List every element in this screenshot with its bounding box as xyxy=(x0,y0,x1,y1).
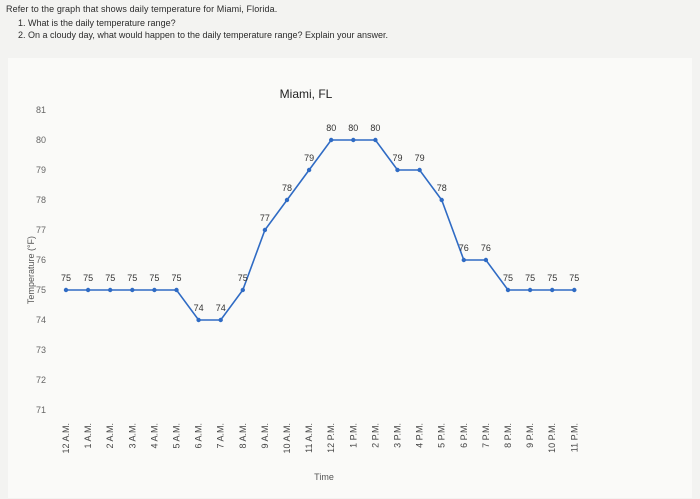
chart-sheet: Miami, FL Temperature (°F) Time 71 72 73 74… xyxy=(8,58,692,498)
data-point xyxy=(174,287,179,293)
x-tick-label: 6 A.M. xyxy=(194,423,204,449)
data-label: 76 xyxy=(481,243,491,253)
data-label: 80 xyxy=(348,123,358,133)
x-tick-label: 3 P.M. xyxy=(393,423,403,448)
x-tick-label: 4 A.M. xyxy=(149,423,159,449)
x-tick-label: 10 P.M. xyxy=(547,423,557,453)
x-tick-label: 11 P.M. xyxy=(569,423,579,452)
x-tick-labels: 12 A.M. 1 A.M. 2 A.M. 3 A.M. 4 A.M. 5 A.M. 6 A… xyxy=(61,423,579,454)
data-label: 75 xyxy=(61,273,71,283)
data-point xyxy=(240,287,245,293)
y-tick-label: 77 xyxy=(36,225,46,235)
data-label: 75 xyxy=(569,273,579,283)
y-tick-label: 80 xyxy=(36,135,46,145)
question-list: 1. What is the daily temperature range? … xyxy=(18,18,696,40)
data-label: 79 xyxy=(392,153,402,163)
x-tick-label: 8 P.M. xyxy=(503,423,513,448)
x-tick-label: 1 P.M. xyxy=(348,423,358,448)
data-label: 77 xyxy=(260,213,270,223)
y-tick-label: 72 xyxy=(36,375,46,385)
data-point xyxy=(130,287,135,293)
data-point xyxy=(306,167,312,173)
data-point xyxy=(63,287,69,293)
data-label: 75 xyxy=(503,273,513,283)
data-label: 75 xyxy=(547,273,557,283)
data-point xyxy=(329,137,334,143)
data-label: 76 xyxy=(459,243,469,253)
data-point xyxy=(373,137,378,143)
data-label: 75 xyxy=(525,273,535,283)
data-point xyxy=(483,257,489,263)
data-point xyxy=(108,287,113,293)
x-tick-label: 3 A.M. xyxy=(127,423,137,449)
x-tick-label: 9 P.M. xyxy=(525,423,535,448)
x-tick-label: 11 A.M. xyxy=(304,423,314,453)
x-tick-label: 10 A.M. xyxy=(282,423,292,454)
data-point xyxy=(196,317,201,323)
x-tick-label: 8 A.M. xyxy=(238,423,248,449)
data-label: 75 xyxy=(171,273,181,283)
x-axis-title: Time xyxy=(314,472,334,482)
data-label: 74 xyxy=(216,303,226,313)
data-point xyxy=(505,287,511,293)
x-tick-label: 9 A.M. xyxy=(260,423,270,449)
data-point xyxy=(572,287,577,293)
data-label: 78 xyxy=(282,183,292,193)
data-label: 75 xyxy=(83,273,93,283)
worksheet-header: Refer to the graph that shows daily temp… xyxy=(6,4,696,42)
data-point xyxy=(351,137,356,143)
data-label: 75 xyxy=(105,273,115,283)
x-tick-label: 1 A.M. xyxy=(83,423,93,449)
y-tick-label: 81 xyxy=(36,105,46,115)
data-point xyxy=(550,287,555,293)
x-tick-label: 2 A.M. xyxy=(105,423,115,449)
data-label: 79 xyxy=(304,153,314,163)
data-label: 75 xyxy=(238,273,248,283)
x-tick-label: 4 P.M. xyxy=(415,423,425,448)
data-point xyxy=(461,257,466,263)
data-points xyxy=(63,137,577,323)
question-1: 1. What is the daily temperature range? xyxy=(18,18,176,28)
data-label: 75 xyxy=(149,273,159,283)
temperature-line-chart: Miami, FL Temperature (°F) Time 71 72 73 74… xyxy=(26,87,579,482)
worksheet-intro: Refer to the graph that shows daily temp… xyxy=(6,4,278,14)
x-tick-label: 7 A.M. xyxy=(216,423,226,449)
temperature-series-line xyxy=(66,139,575,321)
data-label: 74 xyxy=(194,303,204,313)
data-label: 80 xyxy=(370,123,380,133)
x-tick-label: 5 A.M. xyxy=(172,423,182,449)
y-tick-label: 78 xyxy=(36,195,46,205)
data-point xyxy=(417,167,422,173)
question-2: 2. On a cloudy day, what would happen to… xyxy=(18,30,389,40)
y-tick-label: 79 xyxy=(36,165,46,175)
data-point xyxy=(439,197,444,203)
x-tick-label: 12 P.M. xyxy=(326,423,336,453)
y-tick-label: 76 xyxy=(36,255,46,265)
y-tick-labels: 71 72 73 74 75 76 77 78 79 80 81 xyxy=(36,105,46,415)
data-point xyxy=(284,197,290,203)
data-label: 80 xyxy=(326,123,336,133)
x-tick-label: 2 P.M. xyxy=(370,423,380,448)
data-label: 78 xyxy=(437,183,447,193)
data-point xyxy=(85,287,91,293)
x-tick-label: 5 P.M. xyxy=(437,423,447,448)
data-point xyxy=(152,287,157,293)
y-tick-label: 74 xyxy=(36,315,46,325)
x-tick-label: 12 A.M. xyxy=(61,423,71,454)
x-tick-label: 6 P.M. xyxy=(459,423,469,448)
data-point xyxy=(262,227,268,233)
data-label: 79 xyxy=(415,153,425,163)
data-label: 75 xyxy=(127,273,137,283)
data-point xyxy=(527,287,533,293)
y-tick-label: 73 xyxy=(36,345,46,355)
y-tick-label: 75 xyxy=(36,285,46,295)
data-labels: 75 75 75 75 75 75 74 74 75 77 78 79 80 80 80 79 79 78 76 76… xyxy=(61,123,579,313)
y-axis-title: Temperature (°F) xyxy=(26,236,36,304)
data-point xyxy=(395,167,400,173)
x-tick-label: 7 P.M. xyxy=(481,423,491,448)
y-tick-label: 71 xyxy=(36,405,46,415)
chart-title: Miami, FL xyxy=(280,87,333,101)
data-point xyxy=(218,317,223,323)
